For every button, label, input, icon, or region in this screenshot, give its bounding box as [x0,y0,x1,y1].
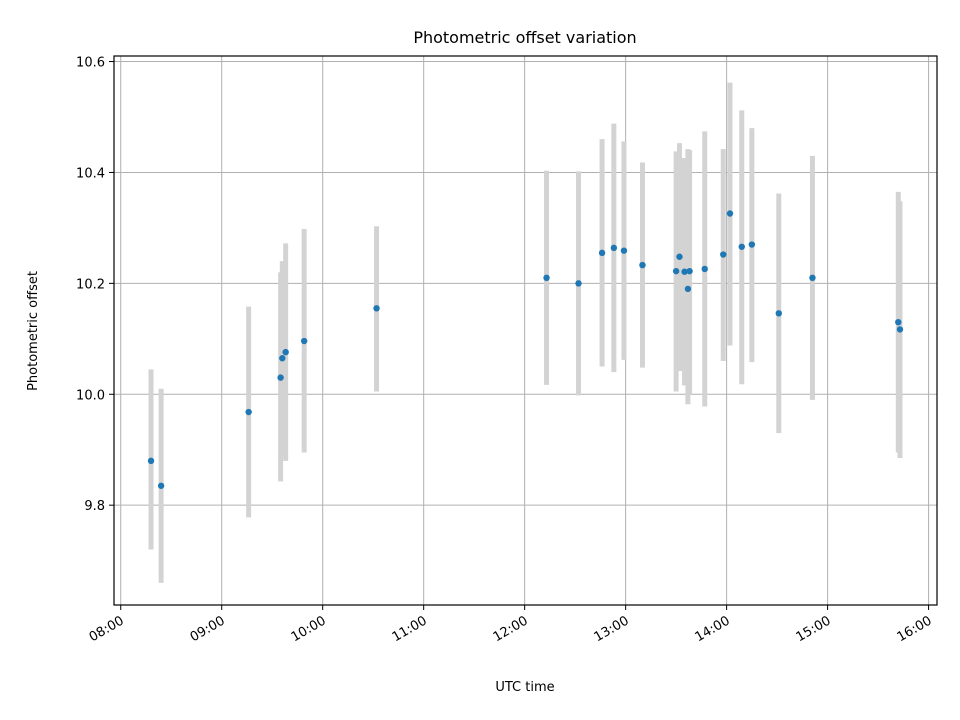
data-point [639,261,646,269]
data-point [598,249,606,257]
data-point [543,274,550,282]
data-points [147,210,904,489]
data-point [681,268,688,275]
data-point [279,355,286,362]
data-point [610,244,618,252]
data-point [809,274,816,282]
data-point [672,267,680,275]
y-tick-label: 10.4 [76,166,105,181]
data-point [684,285,692,293]
data-point [373,305,380,312]
plot-frame [113,55,938,606]
data-point [738,243,745,250]
y-tick-label: 9.8 [84,499,105,514]
data-point [147,457,155,465]
data-point [895,318,902,326]
chart-title: Photometric offset variation [413,28,636,47]
data-point [775,310,782,317]
y-tick-label: 10.0 [76,388,105,403]
y-tick-label: 10.6 [76,56,105,71]
data-point [686,267,693,275]
data-point [277,374,284,381]
data-point [245,408,252,416]
x-axis-label: UTC time [495,680,554,695]
data-point [282,348,289,356]
y-axis-label: Photometric offset [26,271,41,391]
data-point [157,482,165,489]
data-point [720,251,727,258]
data-point [896,326,904,333]
data-point [748,241,756,248]
data-point [300,337,308,345]
data-point [676,253,683,260]
data-point [575,280,582,287]
data-point [726,210,734,217]
data-point [701,265,708,273]
data-point [620,247,628,254]
y-axis-ticks: 9.8 10.0 10.2 10.4 10.6 [76,56,114,514]
y-tick-label: 10.2 [76,277,105,292]
